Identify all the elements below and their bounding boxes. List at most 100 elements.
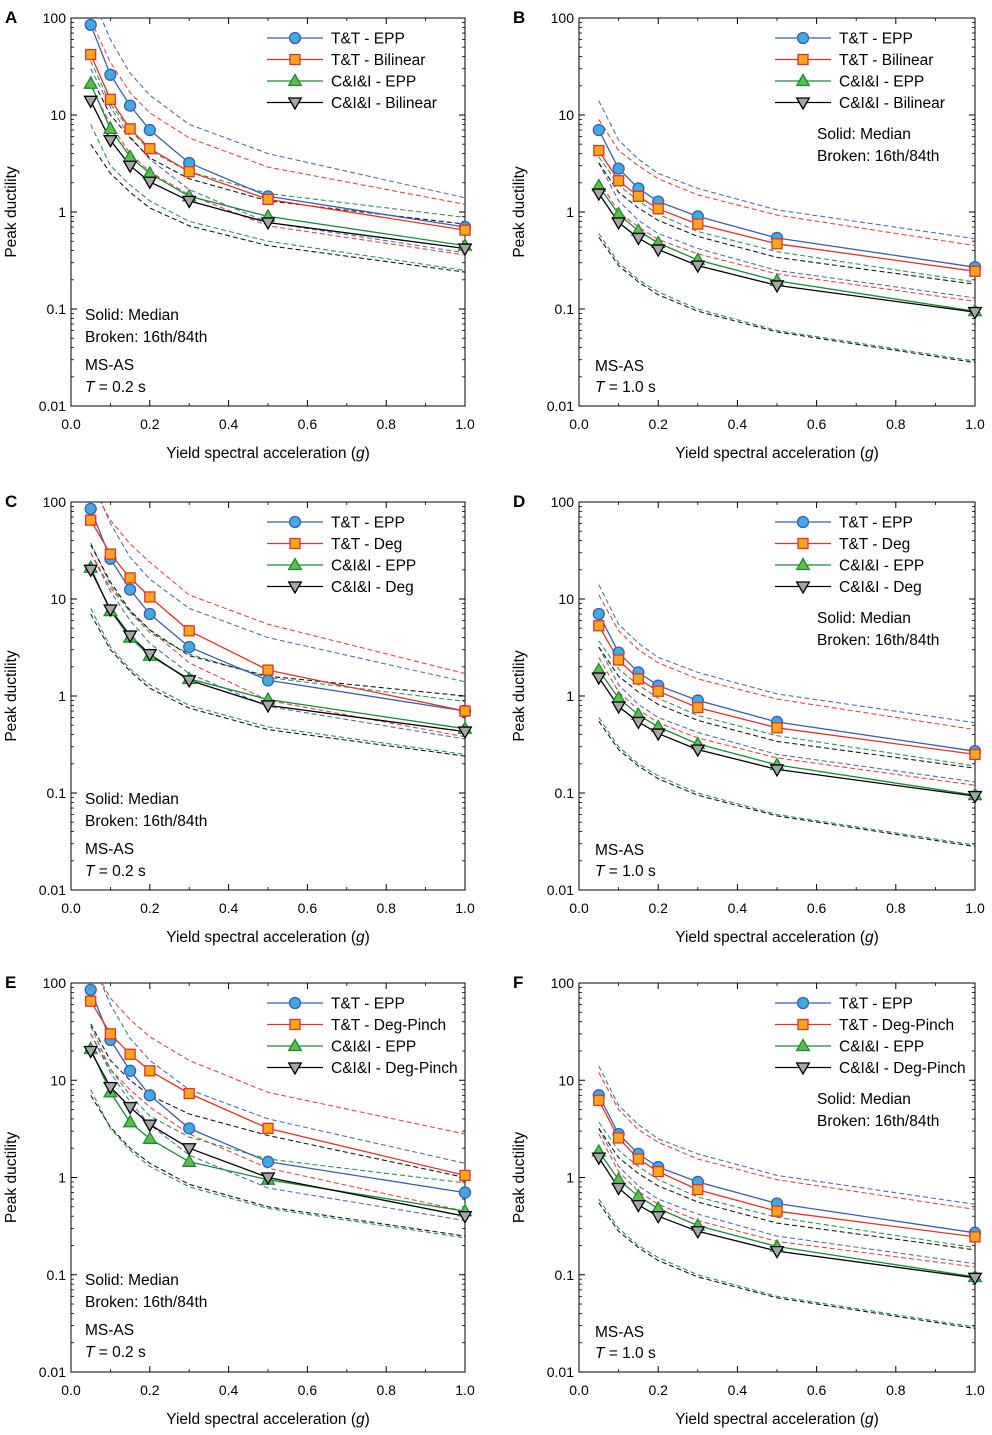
- x-tick-label: 0.4: [219, 900, 239, 916]
- y-tick-label: 1: [58, 1170, 66, 1186]
- marker-layer: [591, 607, 983, 804]
- legend-marker-2: [287, 73, 303, 87]
- series-1-point: [612, 175, 625, 187]
- x-tick-label: 0.6: [298, 900, 318, 916]
- y-tick-label: 100: [551, 10, 575, 26]
- series-0-point: [592, 607, 605, 621]
- series-1-point: [771, 1205, 783, 1217]
- series-3-p16-line: [90, 1095, 465, 1237]
- legend-marker-0: [288, 996, 302, 1010]
- series-1-p16-line: [90, 1033, 465, 1212]
- x-tick-label: 0.0: [61, 900, 81, 916]
- series-3-point: [967, 306, 983, 320]
- legend-label-1: T&T - Deg: [331, 536, 402, 553]
- series-2-p16-line: [90, 1089, 465, 1239]
- series-1-point: [183, 166, 195, 178]
- series-layer: [90, 18, 465, 273]
- y-tick-label: 10: [558, 1072, 574, 1088]
- x-tick-label: 0.6: [298, 416, 318, 432]
- y-axis-title: Peak ductility: [511, 166, 528, 258]
- series-0-point: [261, 1155, 275, 1168]
- x-axis-title-var: g: [865, 445, 874, 462]
- series-1-point: [104, 548, 117, 560]
- series-3-point: [591, 188, 607, 202]
- x-axis-title: Yield spectral acceleration (g): [675, 445, 879, 462]
- series-1-point: [85, 48, 97, 61]
- series-1-point: [612, 1132, 625, 1144]
- series-3-point: [967, 1272, 983, 1286]
- y-axis-title: Peak ductility: [511, 1132, 528, 1224]
- period-label: T = 1.0 s: [595, 863, 656, 880]
- series-0-point: [143, 123, 156, 137]
- series-2-point: [83, 75, 99, 89]
- x-axis-title: Yield spectral acceleration (g): [675, 1411, 879, 1428]
- period-label: T = 0.2 s: [85, 379, 146, 396]
- legend-label-3: C&I&I - Deg: [839, 579, 922, 596]
- x-axis-title-end: ): [365, 1411, 370, 1428]
- series-0-p16-line: [598, 646, 975, 783]
- series-1-point: [771, 722, 783, 734]
- series-3-point: [83, 564, 99, 578]
- series-1-p84-line: [598, 119, 975, 247]
- series-3-p84-line: [90, 1023, 465, 1179]
- series-3-point: [611, 701, 627, 715]
- y-tick-label: 10: [50, 107, 66, 123]
- x-tick-label: 0.2: [140, 416, 160, 432]
- series-2-p16-line: [598, 1198, 975, 1328]
- series-1-point: [183, 625, 195, 637]
- series-3-point: [102, 1081, 118, 1095]
- x-axis-title-main: Yield spectral acceleration (: [675, 929, 866, 946]
- series-0-p84-line: [100, 983, 465, 1164]
- x-tick-label: 0.8: [376, 416, 396, 432]
- period-text: = 1.0 s: [604, 379, 656, 396]
- x-axis-title-var: g: [865, 1411, 874, 1428]
- series-3-p16-line: [598, 236, 975, 364]
- series-1-point: [144, 591, 156, 603]
- series-2-point: [122, 149, 138, 163]
- series-0-p84-line: [598, 100, 975, 240]
- legend: T&T - EPP T&T - Deg C&I&I - EPP C&I&I - Deg: [267, 515, 416, 596]
- x-axis-title-var: g: [356, 929, 365, 946]
- y-tick-label: 0.01: [547, 1364, 574, 1380]
- series-3-point: [181, 195, 197, 209]
- series-3-point: [769, 764, 785, 778]
- series-1-point: [124, 123, 136, 135]
- legend-marker-3: [287, 1062, 303, 1076]
- x-axis-title-main: Yield spectral acceleration (: [166, 929, 357, 946]
- series-3-point: [142, 649, 158, 662]
- series-0-p84-line: [100, 18, 465, 199]
- y-tick-label: 100: [43, 10, 67, 26]
- series-3-point: [690, 1226, 706, 1240]
- note-broken: Broken: 16th/84th: [85, 813, 207, 830]
- series-1-point: [593, 1094, 605, 1107]
- legend-label-1: T&T - Deg-Pinch: [331, 1017, 446, 1034]
- legend-marker-0: [796, 31, 810, 45]
- x-tick-label: 0.4: [728, 416, 748, 432]
- marker-layer: [591, 123, 983, 320]
- legend-marker-0: [796, 515, 810, 529]
- panel-a: A 0.01 0.1 1 10 100 0.0 0.2 0.4 0.6 0.8 1.0 Yield sp…: [3, 8, 475, 462]
- series-1-point: [632, 1153, 645, 1165]
- x-tick-label: 0.2: [648, 416, 668, 432]
- series-3-p16-line: [90, 143, 465, 273]
- series-0-point: [104, 68, 117, 81]
- y-tick-label: 0.1: [47, 301, 67, 317]
- series-1-point: [612, 654, 625, 666]
- series-3-point: [181, 1143, 197, 1157]
- panel-label: C: [5, 492, 17, 511]
- series-3-p16-line: [598, 1202, 975, 1330]
- x-axis-title-var: g: [356, 1411, 365, 1428]
- x-tick-label: 0.8: [376, 1382, 396, 1398]
- legend: T&T - EPP T&T - Deg C&I&I - EPP C&I&I - Deg: [775, 515, 924, 596]
- series-2-p16-line: [90, 608, 465, 755]
- series-layer: [598, 1065, 975, 1330]
- y-axis-title: Peak ductility: [3, 166, 20, 258]
- series-0-point: [84, 983, 97, 997]
- series-1-point: [144, 142, 156, 155]
- series-layer: [598, 584, 975, 848]
- legend-marker-3: [795, 1062, 811, 1076]
- series-1-point: [262, 664, 274, 676]
- y-tick-label: 1: [566, 1170, 574, 1186]
- series-2-point: [102, 121, 118, 134]
